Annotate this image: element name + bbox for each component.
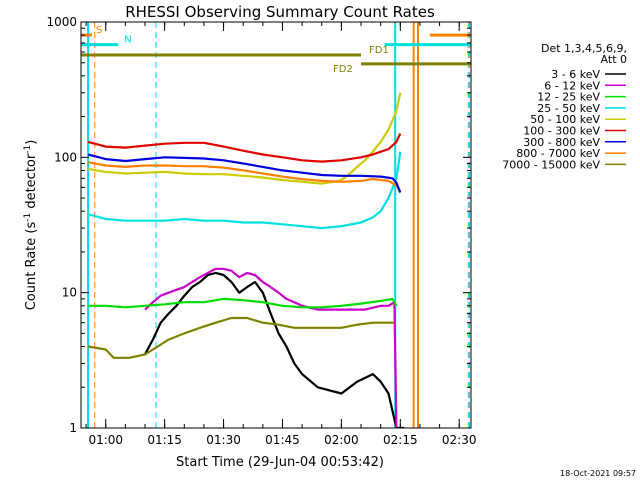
flag-label-n: N (124, 35, 131, 46)
flag-label-fd2: FD2 (333, 64, 353, 75)
legend-label-100-300-kev: 100 - 300 keV (523, 125, 600, 138)
legend-title-line2: Att 0 (601, 53, 627, 66)
plot-frame (80, 21, 472, 429)
x-tick-label: 01:30 (206, 433, 241, 447)
legend-title-line1: Det 1,3,4,5,6,9, (541, 42, 627, 55)
y-tick-label: 1000 (46, 15, 77, 29)
x-tick-label: 01:00 (88, 433, 123, 447)
footer-date: 18-Oct-2021 09:57 (560, 469, 636, 478)
y-tick-label: 100 (54, 150, 77, 164)
flag-label-fd1: FD1 (369, 45, 389, 56)
legend-label-12-25-kev: 12 - 25 keV (537, 91, 600, 104)
series-line-12-25-kev (88, 297, 398, 309)
y-tick-label: 10 (62, 286, 77, 300)
series-line-25-50-kev (87, 151, 402, 230)
x-tick-label: 02:00 (324, 433, 359, 447)
flag-label-s: S (96, 25, 102, 36)
x-tick-label: 02:30 (442, 433, 477, 447)
y-axis-label: Count Rate (s-1 detector-1) (23, 140, 39, 311)
legend-label-7000-15000-kev: 7000 - 15000 keV (502, 158, 600, 171)
legend-label-300-800-kev: 300 - 800 keV (523, 136, 600, 149)
series-line-6-12-kev (144, 267, 398, 428)
x-axis-label: Start Time (29-Jun-04 00:53:42) (176, 455, 384, 470)
flag-bars: S N FD1 FD2 (81, 25, 471, 75)
legend-label-25-50-kev: 25 - 50 keV (537, 102, 600, 115)
series-lines (87, 92, 405, 428)
y-axis: 1 10 100 1000 (46, 15, 471, 435)
legend-label-3-6-kev: 3 - 6 keV (551, 68, 600, 81)
chart-title: RHESSI Observing Summary Count Rates (125, 3, 435, 21)
legend-label-800-7000-kev: 800 - 7000 keV (516, 147, 600, 160)
legend-label-6-12-kev: 6 - 12 keV (544, 79, 600, 92)
x-tick-label: 01:15 (147, 433, 182, 447)
series-line-50-100-kev (87, 92, 402, 185)
series-line-800-7000-kev (87, 161, 402, 194)
y-tick-label: 1 (69, 421, 77, 435)
legend-label-50-100-kev: 50 - 100 keV (530, 113, 600, 126)
series-line-3-6-kev (144, 271, 405, 428)
x-tick-label: 01:45 (265, 433, 300, 447)
series-line-7000-15000-kev (87, 316, 395, 359)
x-axis: 01:00 01:15 01:30 01:45 02:00 02:15 02:30 (85, 22, 477, 447)
series-line-100-300-kev (87, 133, 402, 163)
series-line-300-800-kev (87, 153, 402, 193)
x-tick-label: 02:15 (383, 433, 418, 447)
